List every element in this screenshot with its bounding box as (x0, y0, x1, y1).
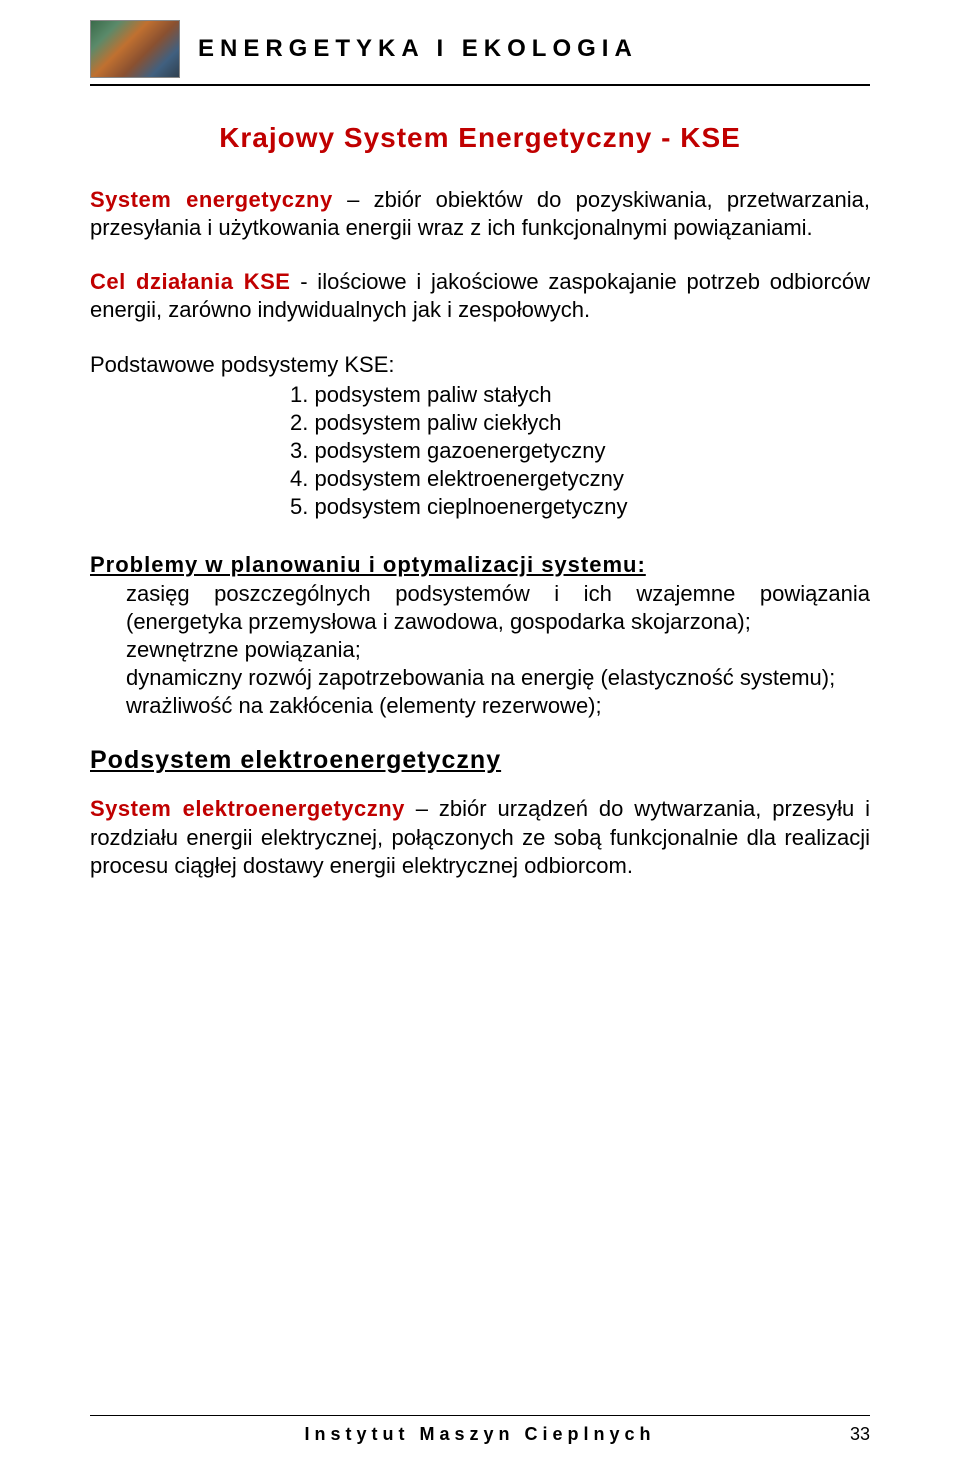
paragraph-system-def: System energetyczny – zbiór obiektów do … (90, 186, 870, 242)
paragraph-goal: Cel działania KSE - ilościowe i jakościo… (90, 268, 870, 324)
list-item: 2. podsystem paliw ciekłych (290, 409, 870, 437)
content-area: Krajowy System Energetyczny - KSE System… (90, 86, 870, 880)
term-goal: Cel działania KSE (90, 269, 290, 294)
page-header: ENERGETYKA I EKOLOGIA (90, 20, 870, 78)
header-title: ENERGETYKA I EKOLOGIA (198, 35, 638, 63)
problems-list: zasięg poszczególnych podsystemów i ich … (126, 580, 870, 721)
main-title: Krajowy System Energetyczny - KSE (90, 122, 870, 154)
section-electro-heading: Podsystem elektroenergetyczny (90, 746, 870, 775)
page-number: 33 (830, 1424, 870, 1445)
list-item: 3. podsystem gazoenergetyczny (290, 437, 870, 465)
list-item: dynamiczny rozwój zapotrzebowania na ene… (126, 664, 870, 692)
footer-rule (90, 1415, 870, 1416)
page-footer: Instytut Maszyn Cieplnych 33 (90, 1415, 870, 1445)
list-item: 5. podsystem cieplnoenergetyczny (290, 493, 870, 521)
subsystems-list: 1. podsystem paliw stałych 2. podsystem … (290, 381, 870, 522)
term-system: System energetyczny (90, 187, 333, 212)
list-item: zewnętrzne powiązania; (126, 636, 870, 664)
footer-org: Instytut Maszyn Cieplnych (130, 1424, 830, 1445)
term-electro-system: System elektroenergetyczny (90, 796, 405, 821)
list-item: 4. podsystem elektroenergetyczny (290, 465, 870, 493)
header-thumbnail (90, 20, 180, 78)
problems-heading: Problemy w planowaniu i optymalizacji sy… (90, 552, 870, 578)
list-item: zasięg poszczególnych podsystemów i ich … (126, 580, 870, 636)
paragraph-electro-def: System elektroenergetyczny – zbiór urząd… (90, 795, 870, 879)
subsystems-intro: Podstawowe podsystemy KSE: (90, 351, 870, 379)
list-item: 1. podsystem paliw stałych (290, 381, 870, 409)
list-item: wrażliwość na zakłócenia (elementy rezer… (126, 692, 870, 720)
